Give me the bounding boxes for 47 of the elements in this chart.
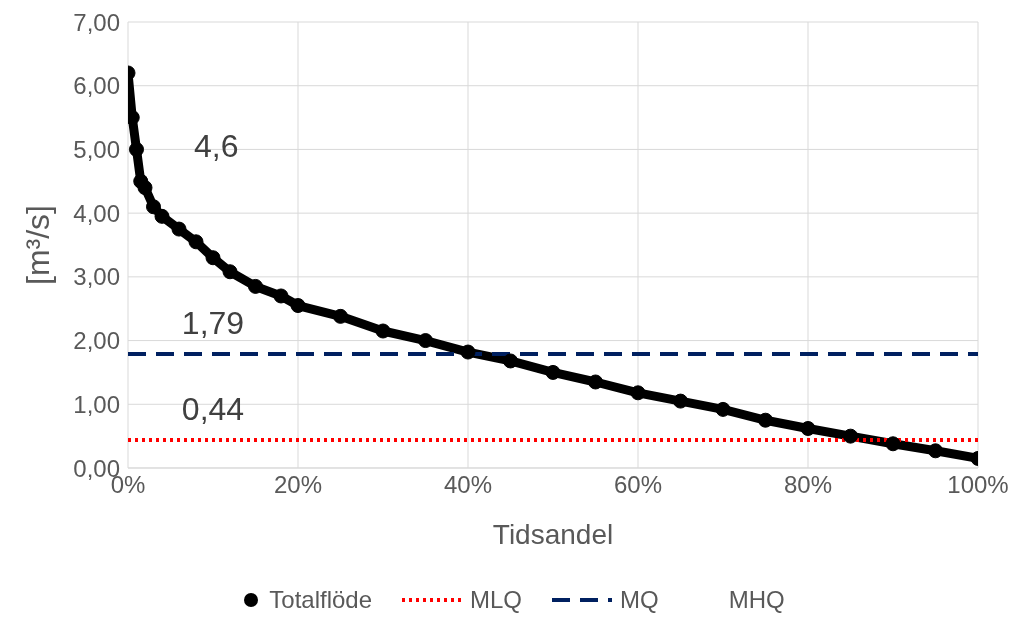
- x-tick-label: 100%: [947, 471, 1009, 499]
- point: [928, 443, 943, 459]
- x-tick-label: 20%: [273, 471, 323, 499]
- point: [843, 428, 858, 444]
- point: [503, 353, 518, 369]
- point: [418, 333, 433, 349]
- point: [588, 374, 603, 390]
- y-tick-label: 1,00: [73, 390, 120, 418]
- point: [154, 208, 170, 224]
- y-tick-label: 6,00: [73, 72, 120, 100]
- point: [460, 344, 476, 360]
- point: [222, 264, 238, 280]
- y-axis-title: [m³/s]: [20, 205, 57, 285]
- point: [273, 288, 289, 304]
- point: [885, 436, 901, 452]
- legend-label: Totalflöde: [269, 586, 373, 614]
- x-tick-label: 60%: [613, 471, 663, 499]
- annotation: 1,79: [181, 304, 245, 341]
- point: [758, 412, 773, 428]
- legend-label: MLQ: [470, 586, 523, 614]
- point: [800, 421, 816, 436]
- x-tick-label: 80%: [783, 471, 833, 499]
- annotation: 4,6: [194, 128, 239, 164]
- annotation: 0,44: [181, 390, 245, 427]
- y-tick-label: 3,00: [73, 263, 120, 291]
- y-tick-label: 7,00: [73, 8, 120, 36]
- point: [205, 250, 221, 266]
- point: [375, 323, 391, 339]
- y-tick-label: 5,00: [73, 135, 120, 163]
- x-axis-title: Tidsandel: [492, 519, 614, 550]
- point: [146, 199, 161, 215]
- y-tick-label: 4,00: [73, 199, 120, 227]
- point: [171, 221, 187, 237]
- x-tick-label: 40%: [443, 471, 493, 499]
- point: [673, 393, 688, 409]
- legend-label: MQ: [620, 586, 659, 614]
- text: MHQ: [728, 586, 785, 614]
- y-tick-label: 2,00: [73, 327, 120, 355]
- point: [248, 278, 263, 294]
- point: [188, 234, 204, 250]
- point: [290, 298, 306, 314]
- point: [129, 141, 144, 157]
- point: [630, 385, 646, 401]
- point: [715, 401, 731, 417]
- point: [545, 364, 561, 380]
- point: [333, 308, 348, 324]
- point: [137, 180, 153, 196]
